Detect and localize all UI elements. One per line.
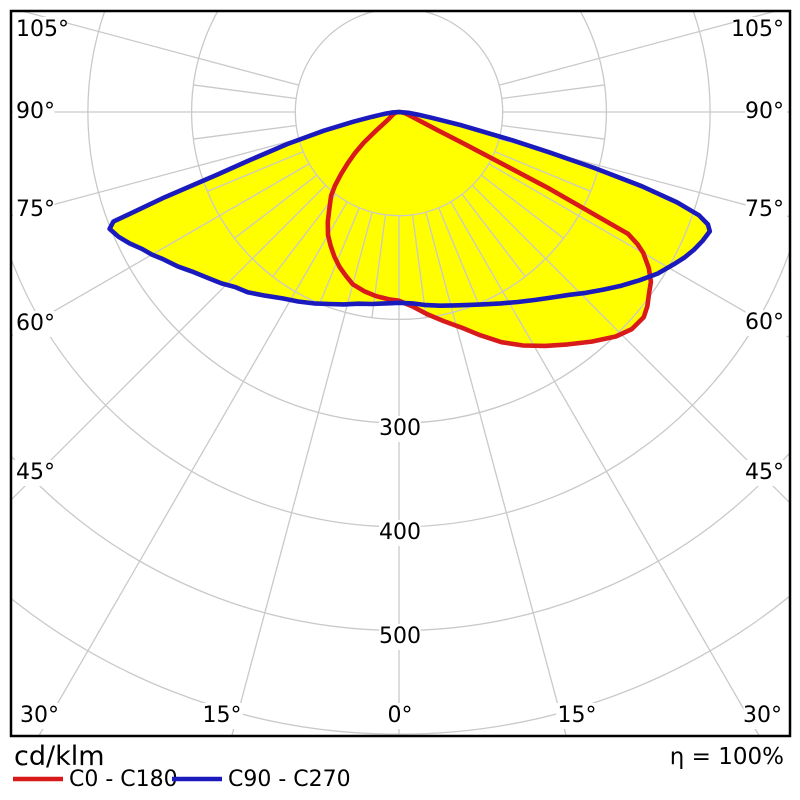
axis-labels: 105° 90° 75° 60° 45° 105° 90° 75° 60° 45° 30° 15° 0°… (13, 17, 787, 729)
legend-label-c0-c180: C0 - C180 (69, 767, 178, 792)
grid-ray-major (19, 11, 300, 86)
grid-ray-minor (461, 193, 526, 277)
unit-label: cd/klm (14, 741, 105, 772)
grid-ray-minor (319, 207, 360, 304)
legend-label-c90-c270: C90 - C270 (228, 767, 351, 792)
grid-ray-minor (234, 174, 318, 239)
radius-label: 400 (379, 520, 421, 545)
grid-ray-minor (480, 174, 564, 239)
angle-label: 30° (743, 703, 782, 728)
angle-label: 45° (745, 460, 784, 485)
grid-ray-minor (272, 193, 337, 277)
angle-label: 60° (16, 311, 55, 336)
angle-label-bg (745, 197, 787, 223)
angle-label-bg (13, 197, 55, 223)
grid-ray-minor (207, 151, 304, 192)
grid-ray-minor (438, 207, 479, 304)
angle-label-bg (13, 460, 55, 486)
grid-ray-minor (501, 84, 605, 100)
curve-c90-c270 (107, 109, 713, 308)
radius-label-bg (379, 520, 421, 546)
angle-label: 105° (731, 17, 784, 42)
angle-label: 90° (16, 99, 55, 124)
grid-ray-minor (411, 214, 427, 318)
angle-label-bg (556, 703, 598, 729)
radius-label-bg (379, 416, 421, 442)
grid-ray-major (488, 163, 790, 339)
grid-ray-major (498, 138, 790, 218)
radius-label: 300 (379, 416, 421, 441)
angle-label-bg (13, 99, 55, 125)
angle-label-bg (17, 703, 59, 729)
radius-label-bg (379, 624, 421, 650)
angle-label-bg (201, 703, 243, 729)
fill-c90-c270 (109, 112, 710, 306)
grid-ray-minor (494, 151, 591, 192)
grid-ray-major (11, 138, 300, 217)
angle-label: 45° (16, 460, 55, 485)
angle-label: 0° (388, 703, 413, 728)
angle-label: 15° (558, 703, 597, 728)
angle-label: 90° (745, 99, 784, 124)
grid-ray-major (450, 201, 761, 736)
grid-ray-major (11, 184, 327, 501)
angle-label-bg (385, 703, 415, 729)
angle-label: 75° (745, 197, 784, 222)
angle-label-bg (745, 460, 787, 486)
angle-label: 60° (745, 310, 784, 335)
efficiency-value: η = 100% (670, 744, 784, 770)
legend: cd/klm η = 100% C0 - C180 C90 - C270 (13, 741, 784, 792)
grid-ray-major (37, 201, 348, 736)
grid-ray-minor (501, 124, 605, 140)
angle-label: 15° (203, 703, 242, 728)
curve-c0-c180 (325, 109, 654, 349)
angle-label: 30° (20, 703, 59, 728)
grid-ray-major (11, 163, 310, 337)
grid-ray-minor (193, 84, 297, 100)
angle-label-bg (13, 311, 55, 337)
angle-label: 75° (16, 197, 55, 222)
grid-ray-major (498, 11, 779, 86)
grid-ray-major (471, 184, 790, 504)
plot-border (9, 9, 792, 738)
grid-ray-minor (371, 214, 387, 318)
grid-ray-major (425, 211, 567, 736)
angle-label-bg (733, 17, 787, 43)
grid-ray-major (231, 211, 373, 736)
angle-label-bg (745, 310, 787, 336)
angle-label: 105° (16, 17, 69, 42)
angle-label-bg (745, 99, 787, 125)
radius-label: 500 (379, 624, 421, 649)
curves (107, 109, 713, 349)
grid-ray-minor (193, 124, 297, 140)
angle-label-bg (13, 17, 67, 43)
angle-label-bg (743, 703, 785, 729)
